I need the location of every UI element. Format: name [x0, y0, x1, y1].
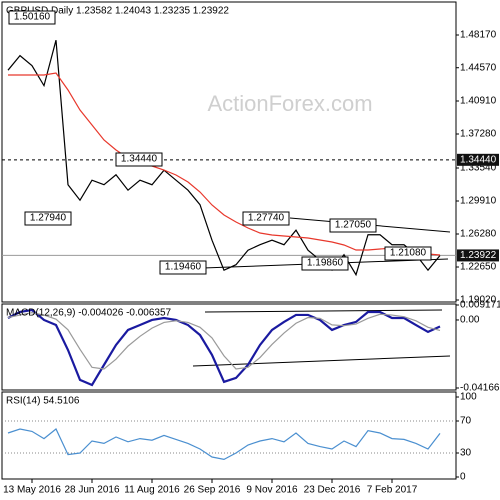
level-label: 1.19860	[307, 258, 344, 269]
y-tick-label: 100	[460, 392, 477, 403]
level-label: 1.19460	[165, 262, 202, 273]
x-tick-label: 7 Feb 2017	[367, 485, 418, 496]
panel-frame	[1, 391, 457, 480]
panel-title: RSI(14) 54.5106	[6, 396, 80, 407]
series-line	[7, 308, 441, 387]
price-label-box	[457, 153, 499, 166]
level-label-box	[8, 10, 56, 25]
series-line	[7, 428, 441, 461]
y-tick-label: 1.22650	[460, 262, 497, 273]
y-tick-label: 1.33540	[460, 163, 497, 174]
series-line	[7, 40, 441, 277]
level-label-box	[242, 211, 290, 226]
level-label-box	[384, 246, 432, 261]
level-label: 1.34440	[121, 154, 158, 165]
y-tick-label: 0	[460, 472, 466, 483]
x-tick-label: 23 Dec 2016	[304, 485, 361, 496]
y-tick-label: 70	[460, 416, 472, 427]
y-tick-label: 1.19020	[460, 295, 497, 306]
macd-top-line	[204, 309, 443, 313]
level-label: 1.27740	[248, 213, 285, 224]
price-label: 1.23922	[460, 250, 497, 261]
level-label-box	[159, 260, 207, 275]
y-tick-label: -0.041663	[460, 383, 500, 394]
level-label-box	[115, 152, 163, 167]
panel-frame	[1, 1, 457, 303]
macd-rising-line	[192, 355, 451, 367]
watermark: ActionForex.com	[207, 91, 372, 116]
series-line	[8, 72, 441, 256]
y-tick-label: 1.26280	[460, 229, 497, 240]
y-tick-label: 0.00	[460, 315, 480, 326]
x-tick-label: 28 Jun 2016	[64, 485, 119, 496]
level-label: 1.27940	[30, 213, 67, 224]
y-tick-label: 30	[460, 448, 472, 459]
y-tick-label: 1.44570	[460, 62, 497, 73]
level-label-box	[24, 211, 72, 226]
y-tick-label: 1.29910	[460, 196, 497, 207]
x-tick-label: 9 Nov 2016	[246, 485, 298, 496]
x-tick-label: 13 May 2016	[3, 485, 61, 496]
price-label-box	[457, 249, 499, 262]
y-tick-label: 1.40910	[460, 96, 497, 107]
x-tick-label: 11 Aug 2016	[124, 485, 180, 496]
panel-frame	[1, 303, 457, 391]
level-label-box	[329, 218, 377, 233]
panel-title: MACD(12,26,9) -0.004026 -0.006357	[6, 308, 172, 319]
y-tick-label: 0.009171	[460, 300, 500, 311]
level-label: 1.50160	[14, 12, 51, 23]
level-label-box	[301, 256, 349, 271]
y-tick-label: 1.37280	[460, 129, 497, 140]
y-tick-label: 1.48170	[460, 30, 497, 41]
x-tick-label: 26 Sep 2016	[184, 485, 241, 496]
series-line	[7, 312, 441, 370]
panel-title: GBPUSD,Daily 1.23582 1.24043 1.23235 1.2…	[6, 6, 229, 17]
level-label: 1.21080	[390, 248, 427, 259]
level-label: 1.27050	[335, 220, 372, 231]
price-label: 1.34440	[460, 154, 497, 165]
